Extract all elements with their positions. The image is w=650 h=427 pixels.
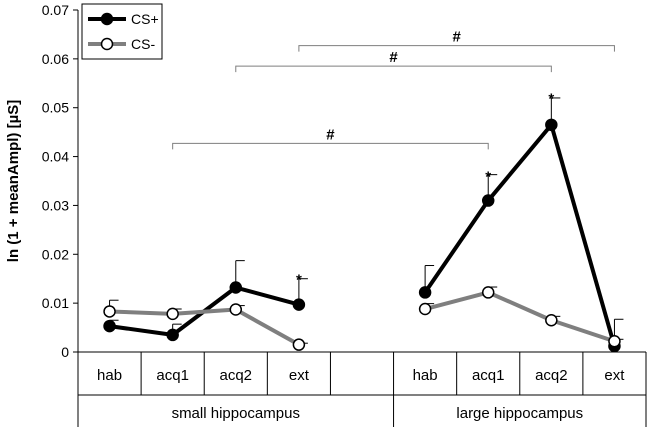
significance-stars: * * * (296, 91, 554, 289)
data-point-cs-minus (418, 302, 432, 316)
y-tick-label: 0.07 (42, 2, 69, 18)
data-point-cs-plus (481, 194, 495, 207)
data-point-cs-minus (481, 286, 495, 299)
significance-brackets: # # # (172, 29, 615, 150)
significance-bracket-label: # (326, 126, 335, 143)
data-point-cs-minus (608, 335, 621, 348)
data-point-cs-plus (229, 281, 243, 294)
significance-star: * (296, 271, 302, 288)
series-layer (103, 97, 624, 353)
series-line-cs-plus (423, 122, 617, 347)
data-point-cs-plus (292, 298, 306, 311)
x-tick-label: acq2 (220, 367, 253, 384)
data-point-cs-minus (166, 307, 179, 321)
data-point-cs-minus (292, 338, 306, 351)
series-line-cs-minus (109, 307, 300, 347)
data-point-cs-plus (166, 328, 179, 342)
legend: CS+ CS- (81, 3, 163, 60)
y-tick-label: 0.04 (42, 149, 69, 165)
y-tick-label: 0.06 (42, 51, 69, 67)
data-point-cs-minus (229, 303, 243, 316)
data-point-cs-minus (103, 305, 116, 318)
significance-bracket-label: # (389, 49, 398, 66)
significance-bracket (172, 142, 489, 150)
x-tick-label: hab (413, 367, 438, 384)
significance-bracket (235, 65, 552, 73)
x-tick-label: acq1 (472, 367, 505, 384)
x-tick-label: ext (289, 367, 310, 384)
legend-label-cs-plus: CS+ (131, 11, 159, 27)
group-label: small hippocampus (172, 405, 300, 422)
data-point-cs-plus (103, 319, 116, 333)
axes: 0 0.01 0.02 0.03 0.04 0.05 0.06 0.07 hab acq1 acq2… (42, 2, 647, 427)
group-label: large hippocampus (456, 405, 583, 422)
significance-star: * (485, 169, 491, 186)
series-line-cs-minus (424, 290, 616, 344)
data-point-cs-plus (545, 118, 558, 132)
significance-bracket (298, 45, 615, 52)
x-tick-label: acq2 (535, 367, 568, 384)
x-tick-label: ext (604, 367, 625, 384)
y-tick-label: 0.05 (42, 100, 69, 116)
y-tick-label: 0.03 (42, 197, 69, 213)
data-point-cs-minus (545, 313, 558, 327)
y-tick-label: 0 (61, 344, 69, 360)
y-tick-label: 0.01 (42, 295, 69, 311)
legend-label-cs-minus: CS- (131, 36, 155, 52)
significance-bracket-label: # (452, 29, 461, 46)
legend-marker-cs-plus (100, 12, 114, 26)
y-axis-label: ln (1 + meanAmpl) [µS] (5, 100, 22, 262)
significance-star: * (548, 91, 554, 108)
x-tick-label: acq1 (156, 367, 189, 384)
legend-box (81, 3, 163, 60)
x-tick-label: hab (97, 367, 122, 384)
legend-marker-cs-minus (100, 37, 114, 51)
data-point-cs-plus (418, 286, 432, 299)
y-tick-label: 0.02 (42, 246, 69, 262)
